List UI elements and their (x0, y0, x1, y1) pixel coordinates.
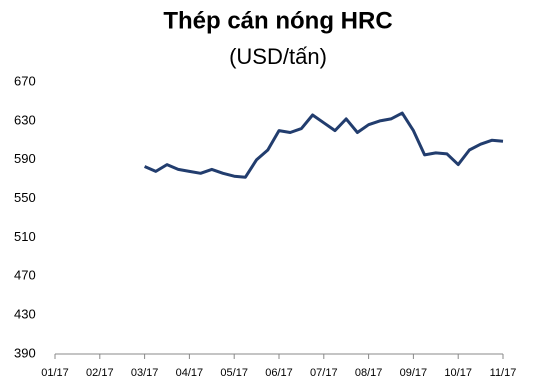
y-tick-label: 510 (14, 229, 36, 244)
x-tick-label: 07/17 (310, 367, 338, 379)
x-tick-label: 03/17 (131, 367, 159, 379)
y-tick-label: 670 (14, 73, 36, 88)
x-tick-label: 06/17 (265, 367, 293, 379)
y-tick-label: 590 (14, 151, 36, 166)
x-tick-label: 01/17 (41, 367, 69, 379)
x-tick-label: 04/17 (176, 367, 204, 379)
y-tick-label: 430 (14, 307, 36, 322)
x-tick-label: 02/17 (86, 367, 114, 379)
chart-title: Thép cán nóng HRC (163, 7, 392, 34)
y-tick-label: 550 (14, 190, 36, 205)
x-tick-label: 09/17 (400, 367, 428, 379)
chart-subtitle: (USD/tấn) (229, 44, 327, 69)
x-tick-label: 10/17 (444, 367, 472, 379)
data-line (143, 111, 504, 179)
x-tick-label: 05/17 (220, 367, 248, 379)
y-tick-label: 390 (14, 345, 36, 360)
x-tick-label: 08/17 (355, 367, 383, 379)
y-tick-label: 630 (14, 112, 36, 127)
y-tick-label: 470 (14, 268, 36, 283)
x-tick-label: 11/17 (490, 367, 517, 379)
